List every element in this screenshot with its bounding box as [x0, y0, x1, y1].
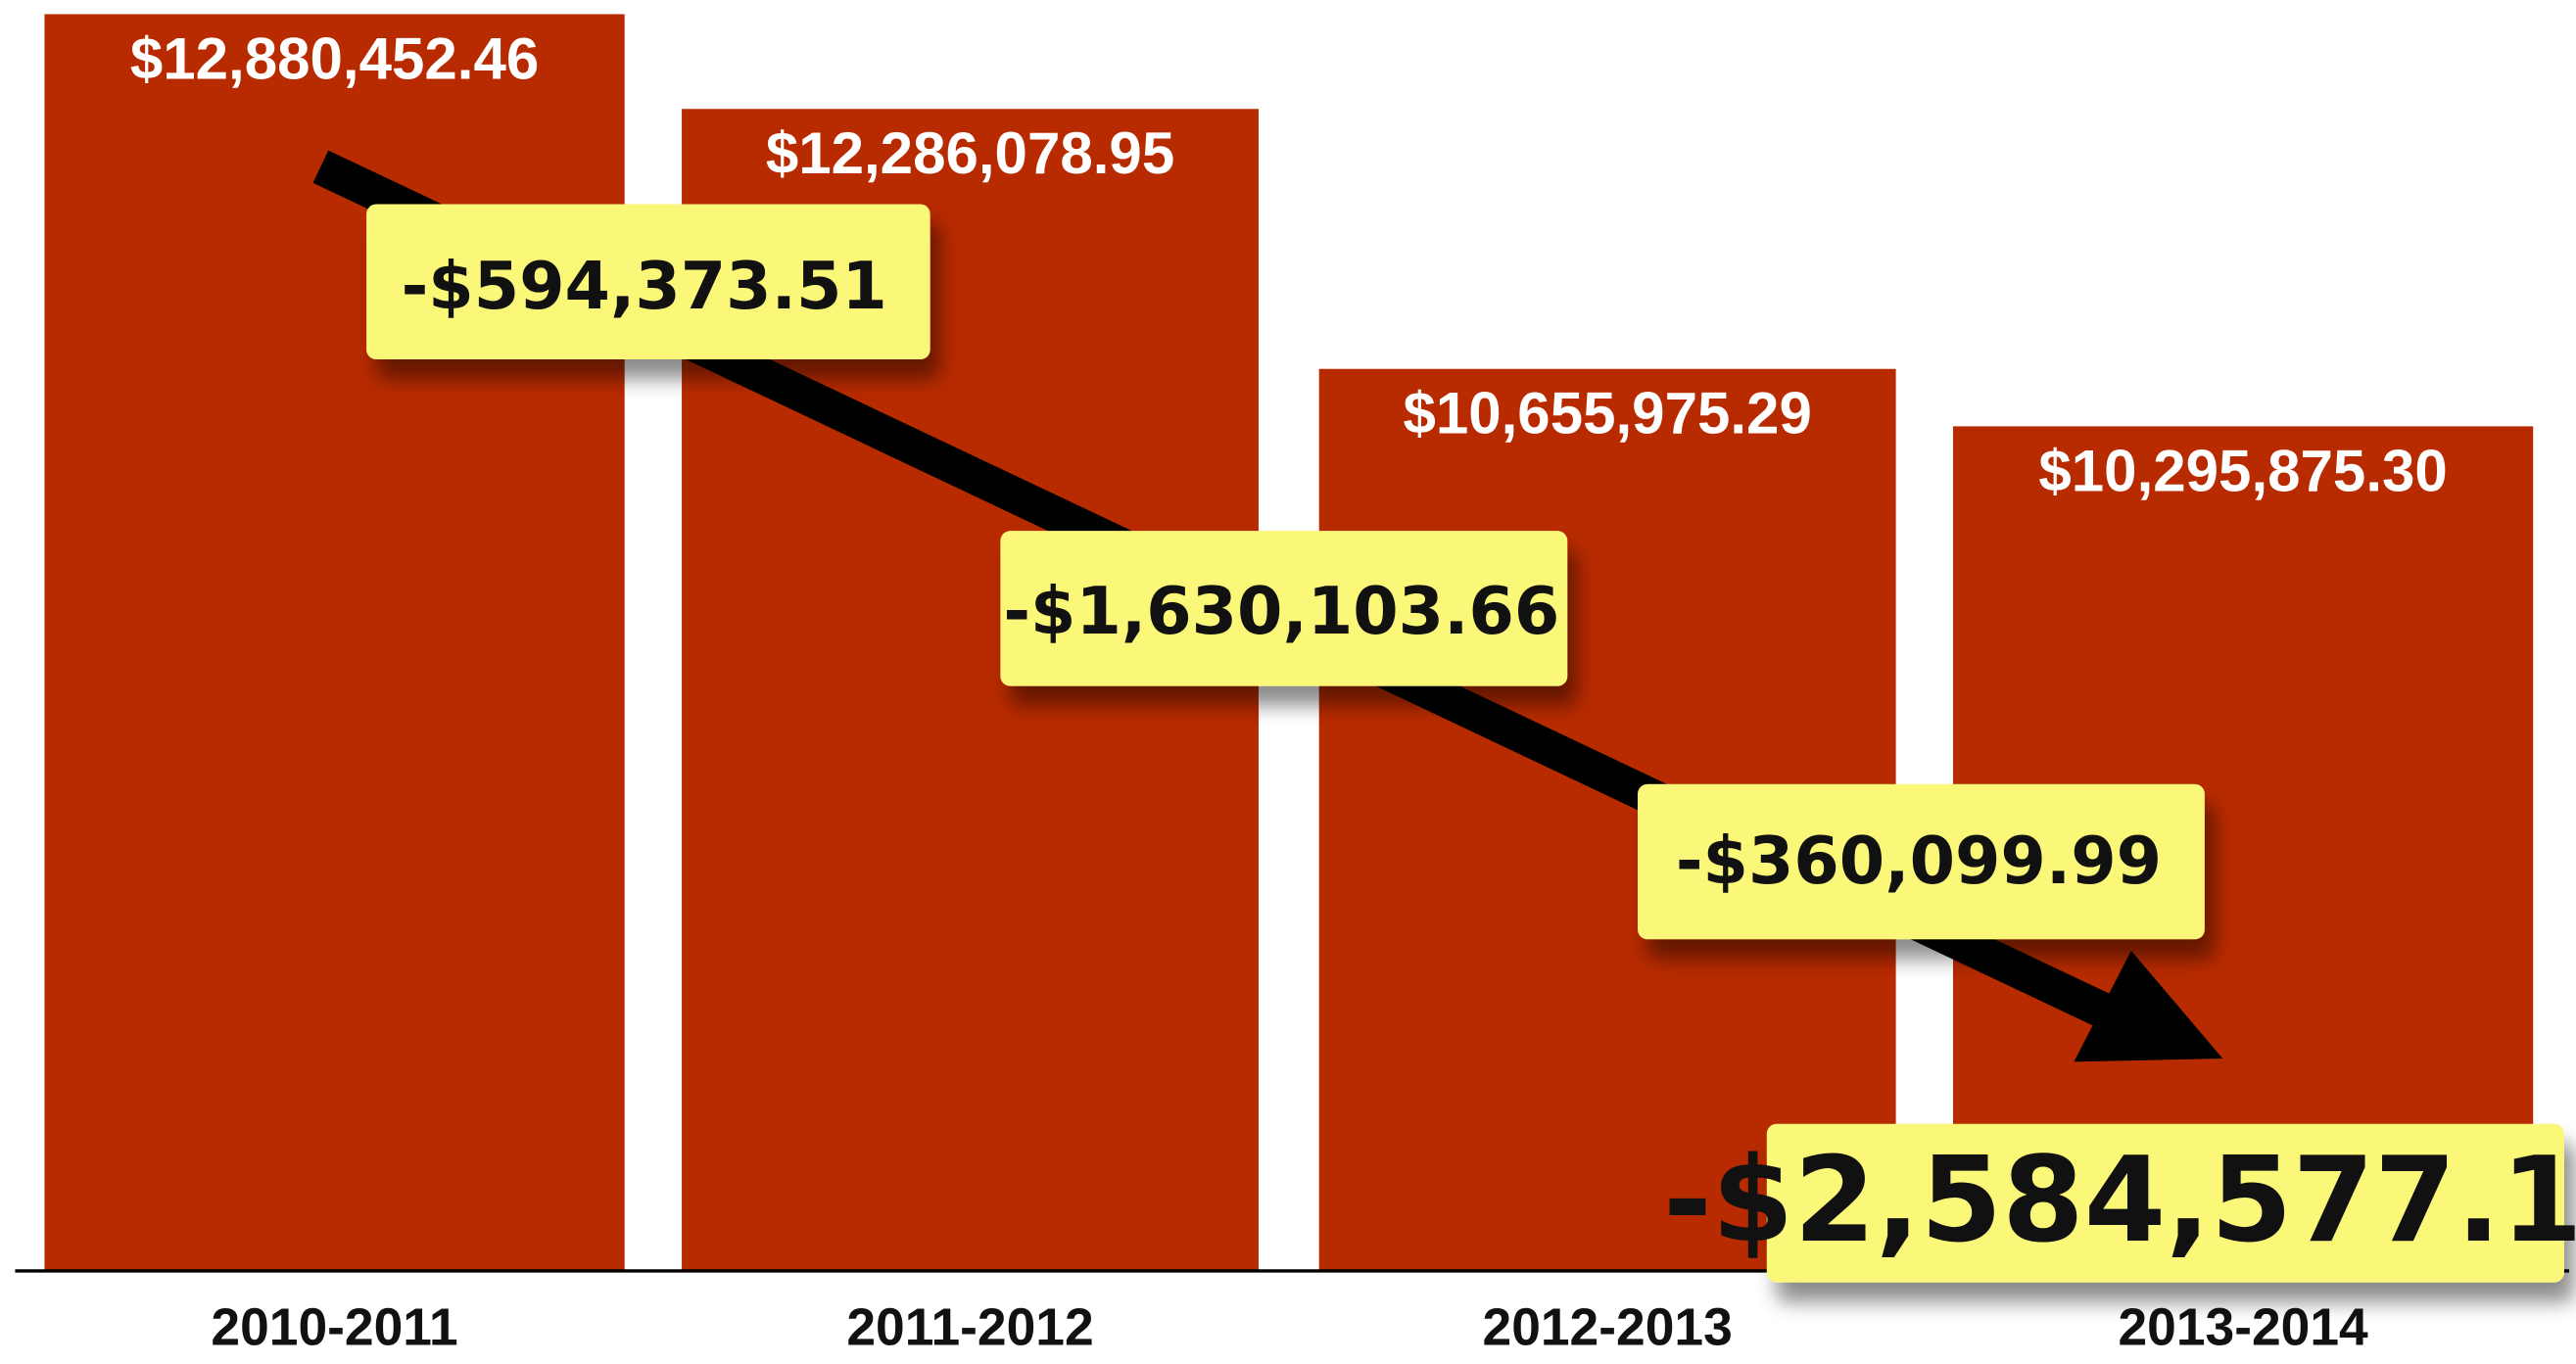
annotation: -$2,584,577.16	[1663, 1133, 2576, 1269]
sticky-note	[366, 204, 930, 360]
x-tick-label: 2012-2013	[1483, 1299, 1733, 1357]
value-label: $12,286,078.95	[766, 120, 1174, 186]
x-tick-label: 2010-2011	[211, 1299, 457, 1357]
value-label: $12,880,452.46	[130, 25, 539, 91]
value-label: $10,295,875.30	[2038, 438, 2447, 503]
x-tick-label: 2013-2014	[2118, 1299, 2368, 1357]
annotation: -$594,373.51	[402, 248, 887, 324]
x-tick-label: 2011-2012	[846, 1299, 1093, 1357]
annotation: -$360,099.99	[1676, 823, 2162, 899]
annotation: -$1,630,103.66	[1003, 573, 1559, 649]
bar	[44, 14, 625, 1271]
notes: -$594,373.51 -$1,630,103.66 -$360,099.99 -$…	[366, 204, 2576, 1283]
sticky-note	[1000, 531, 1568, 686]
value-label: $10,655,975.29	[1403, 381, 1811, 447]
sticky-note	[1766, 1123, 2564, 1283]
sticky-note	[1638, 783, 2205, 940]
